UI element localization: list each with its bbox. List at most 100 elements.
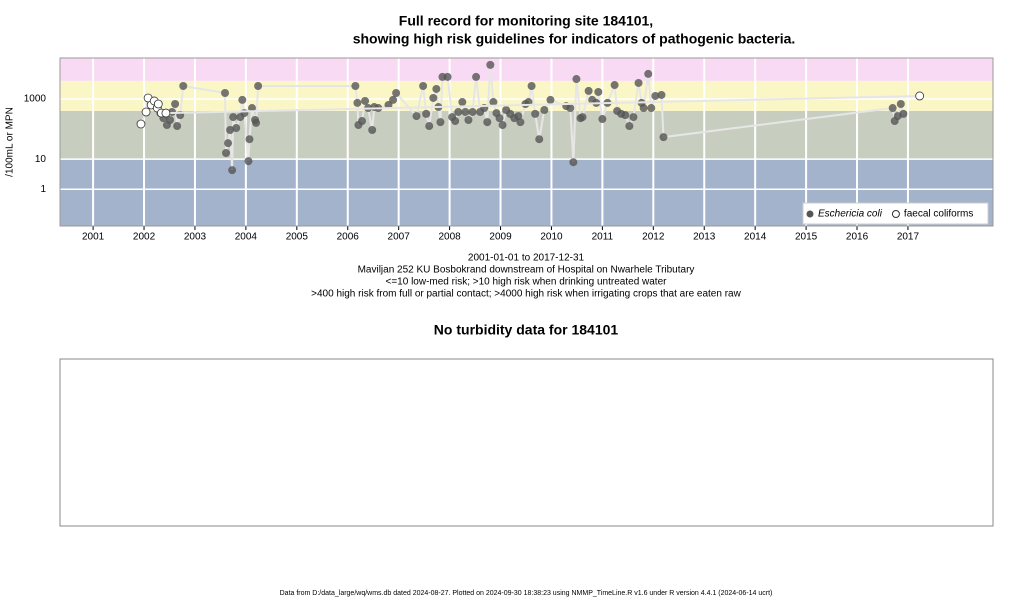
data-point (244, 157, 253, 166)
data-point (226, 126, 235, 135)
caption: <=10 low-med risk; >10 high risk when dr… (386, 277, 668, 288)
x-tick-label: 2016 (846, 232, 869, 243)
risk-band (60, 58, 993, 81)
x-tick-label: 2001 (82, 232, 105, 243)
x-tick-label: 2015 (795, 232, 818, 243)
data-point (657, 90, 666, 99)
caption: >400 high risk from full or partial cont… (311, 289, 741, 300)
data-point (451, 117, 460, 126)
data-point (888, 104, 897, 113)
data-point (358, 117, 367, 126)
data-point (634, 78, 643, 87)
legend-marker (891, 210, 900, 218)
data-point (594, 87, 603, 96)
data-point (516, 118, 525, 127)
data-point (392, 88, 401, 97)
x-tick-label: 2013 (693, 232, 716, 243)
y-tick-label: 1 (40, 184, 46, 195)
data-point (136, 119, 146, 129)
data-point (224, 139, 233, 148)
data-point (238, 95, 247, 104)
data-point (629, 113, 638, 122)
data-point (483, 118, 492, 127)
turbidity-title: No turbidity data for 184101 (434, 322, 619, 338)
data-point (454, 107, 463, 116)
data-point (647, 104, 656, 113)
data-point (472, 72, 481, 81)
x-tick-label: 2014 (744, 232, 767, 243)
data-point (644, 69, 653, 78)
data-point (247, 104, 256, 113)
data-point (572, 75, 581, 84)
caption: Maviljan 252 KU Bosbokrand downstream of… (358, 265, 695, 276)
data-point (221, 88, 230, 97)
data-point (584, 86, 593, 95)
plot-frame (59, 57, 994, 227)
data-point (419, 81, 428, 90)
data-point (651, 91, 660, 100)
data-point (535, 135, 544, 144)
data-point (899, 109, 908, 118)
data-point (412, 112, 421, 121)
data-point (368, 126, 377, 135)
data-point (141, 107, 151, 117)
x-tick-label: 2006 (337, 232, 360, 243)
data-point (229, 113, 238, 122)
data-point (351, 81, 360, 90)
data-point (514, 112, 523, 121)
data-point (361, 96, 370, 105)
data-point (222, 149, 231, 158)
data-point (443, 72, 452, 81)
x-tick-label: 2008 (438, 232, 461, 243)
footer: Data from D:/data_large/wq/wms.db dated … (280, 590, 773, 597)
x-tick-label: 2012 (642, 232, 665, 243)
data-point (610, 81, 619, 90)
data-point (489, 98, 498, 107)
data-point (566, 104, 575, 113)
data-point (498, 121, 507, 130)
data-point (464, 116, 473, 125)
chart-title: showing high risk guidelines for indicat… (353, 31, 796, 47)
data-point (527, 81, 536, 90)
caption: 2001-01-01 to 2017-12-31 (468, 253, 585, 264)
data-point (252, 118, 261, 127)
data-point (179, 81, 188, 90)
data-point (461, 107, 470, 116)
data-point (659, 133, 668, 142)
x-tick-label: 2017 (897, 232, 920, 243)
data-point (422, 109, 431, 118)
x-tick-label: 2003 (184, 232, 207, 243)
y-tick-label: 1000 (24, 94, 47, 105)
data-point (458, 98, 467, 107)
data-point (432, 84, 441, 93)
legend-label: faecal coliforms (904, 209, 973, 220)
x-tick-label: 2007 (388, 232, 411, 243)
chart-title: Full record for monitoring site 184101, (399, 13, 653, 29)
data-point (540, 106, 549, 115)
data-point (598, 115, 607, 124)
x-tick-label: 2005 (286, 232, 309, 243)
data-point (468, 107, 477, 116)
plot: 2001 2002 2003 2004 2005 2006 2007 2008 2009 2010… (24, 57, 994, 243)
data-point (569, 158, 578, 167)
data-point (915, 91, 925, 101)
data-point (353, 98, 362, 107)
data-point (531, 109, 540, 118)
data-point (161, 108, 171, 118)
data-point (166, 116, 175, 125)
data-point (639, 104, 648, 113)
data-point (546, 95, 555, 104)
data-point (495, 114, 504, 123)
data-point (232, 124, 241, 133)
data-point (429, 93, 438, 102)
y-axis-label: /100mL or MPN (5, 107, 16, 177)
data-point (245, 135, 254, 144)
x-tick-label: 2010 (540, 232, 563, 243)
data-point (425, 122, 434, 131)
x-tick-label: 2004 (235, 232, 258, 243)
x-tick-label: 2011 (592, 232, 614, 243)
x-tick-label: 2002 (133, 232, 156, 243)
series-line (159, 64, 905, 171)
data-point (254, 81, 263, 90)
